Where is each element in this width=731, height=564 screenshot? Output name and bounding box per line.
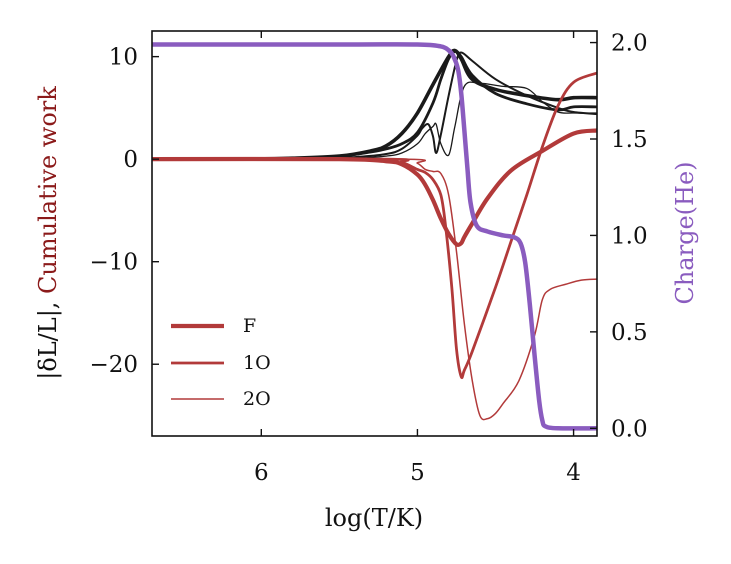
y-axis-right-label: Charge(He) (671, 161, 699, 304)
legend: F 1O 2O (171, 315, 271, 410)
x-tick-label: 6 (254, 460, 269, 486)
y-right-tick-label: 0.5 (611, 320, 648, 346)
series-line-3 (152, 81, 597, 160)
x-tick-label: 5 (410, 460, 425, 486)
x-tick-label: 4 (566, 460, 581, 486)
series-line-4 (152, 128, 597, 248)
series-line-2 (152, 51, 597, 161)
y-left-tick-label: 10 (109, 45, 138, 71)
x-axis: 6 5 4 (254, 31, 581, 486)
series-line-1 (152, 50, 597, 161)
series-layer (152, 42, 597, 431)
series-line-6 (152, 158, 597, 421)
y-right-tick-label: 2.0 (611, 31, 648, 57)
legend-label-2o: 2O (243, 388, 271, 410)
y-left-tick-label: 0 (123, 147, 138, 173)
legend-label-1o: 1O (243, 352, 271, 374)
y-right-tick-label: 1.0 (611, 223, 648, 249)
y-axis-left-label-work: Cumulative work (34, 86, 62, 294)
plot-frame (151, 30, 598, 437)
y-right-tick-label: 0.0 (611, 416, 648, 442)
y-axis-right: 2.0 1.5 1.0 0.5 0.0 (590, 31, 648, 442)
y-axis-left-label: |δL/L|, Cumulative work (34, 86, 63, 380)
series-line-5 (152, 71, 597, 380)
y-right-tick-label: 1.5 (611, 127, 648, 153)
legend-label-f: F (243, 315, 256, 337)
y-left-tick-label: −20 (89, 352, 138, 378)
series-line-7 (152, 42, 597, 431)
plot-area (151, 30, 598, 437)
y-axis-left-label-delta: |δL/L| (34, 309, 63, 380)
y-axis-left: 10 0 −10 −20 (89, 45, 159, 378)
y-axis-left-label-sep: , (34, 294, 62, 309)
y-left-tick-label: −10 (89, 250, 138, 276)
x-axis-label: log(T/K) (325, 504, 423, 532)
